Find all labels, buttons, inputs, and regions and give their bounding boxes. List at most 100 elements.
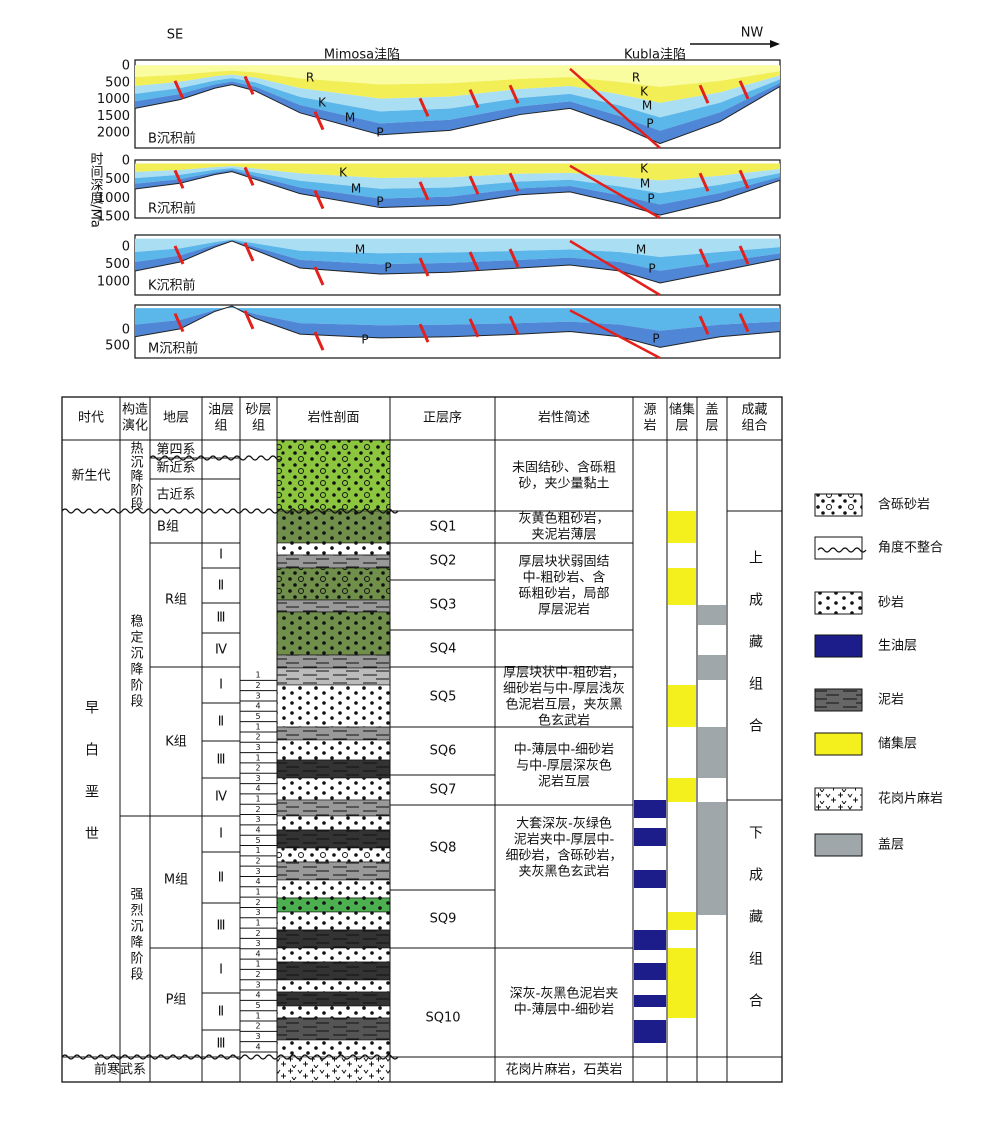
layer-label: P — [376, 195, 383, 209]
sag-label: Mimosa洼陷 — [324, 48, 400, 63]
layer-label: P — [376, 126, 383, 140]
lithology-pattern — [277, 600, 390, 612]
sequence: SQ2 — [430, 554, 457, 569]
sand-group: 5 — [255, 836, 260, 845]
layer-label: M — [636, 243, 646, 257]
strata-band — [135, 70, 780, 103]
depth-tick: 0 — [122, 154, 130, 169]
layer-label: K — [640, 162, 649, 176]
fault — [173, 245, 185, 265]
lithology-pattern — [277, 830, 390, 848]
fault — [243, 166, 255, 187]
sand-group: 1 — [255, 918, 260, 927]
seal — [698, 605, 726, 625]
lithology-pattern — [277, 848, 390, 862]
layer-label: M — [351, 182, 361, 196]
lithology-pattern — [277, 440, 390, 511]
fault — [738, 80, 750, 100]
description: 灰黄色粗砂岩， — [518, 511, 609, 527]
sequence: SQ9 — [430, 912, 457, 927]
layer-label: M — [345, 111, 355, 125]
sand-group: 2 — [255, 1022, 260, 1031]
source-rock — [634, 995, 666, 1007]
seal — [698, 655, 726, 680]
direction: SE — [167, 28, 183, 43]
lithology-pattern — [277, 862, 390, 880]
fault — [508, 84, 520, 104]
sand-group: 2 — [255, 970, 260, 979]
sand-group: 4 — [255, 991, 260, 1000]
oil-group: Ⅱ — [218, 871, 224, 886]
description: 细砂岩，含砾砂岩， — [505, 848, 622, 864]
lithology-pattern — [277, 1006, 390, 1018]
sand-group: 2 — [255, 764, 260, 773]
fault — [698, 315, 710, 335]
axis-label: 时间深度/Ma — [88, 152, 104, 228]
header-cell: 砂层 — [245, 403, 271, 418]
lithology-pattern — [277, 880, 390, 898]
description: 未固结砂、含砾粗 — [512, 460, 616, 476]
lithology-pattern — [277, 948, 390, 962]
lithology-pattern — [277, 816, 390, 830]
header-cell: 组 — [214, 419, 227, 434]
sequence: SQ6 — [430, 744, 457, 759]
header-cell: 盖 — [705, 403, 718, 418]
sand-group: 1 — [255, 753, 260, 762]
depth-tick: 1000 — [97, 275, 130, 290]
fault — [418, 323, 430, 343]
fault — [468, 318, 480, 338]
header-cell: 油层 — [208, 403, 234, 418]
fault — [698, 172, 710, 192]
reservoir — [668, 568, 696, 605]
fault — [569, 239, 661, 297]
sequence: SQ7 — [430, 783, 457, 798]
legend-label: 生油层 — [878, 639, 917, 654]
oil-group: Ⅰ — [219, 827, 223, 842]
lithology-pattern — [277, 992, 390, 1006]
fault — [698, 248, 710, 268]
lithology-pattern — [277, 612, 390, 655]
lithology-pattern — [277, 685, 390, 727]
arrow-head — [770, 40, 780, 48]
seal — [698, 727, 726, 778]
fault — [738, 312, 750, 333]
description: 泥岩互层 — [538, 775, 590, 790]
layer-label: P — [361, 333, 368, 347]
header-cell: 组 — [252, 419, 265, 434]
fault — [738, 245, 750, 265]
lithology-pattern — [277, 1018, 390, 1040]
tectonic-stage: 稳定沉降阶段 — [128, 613, 144, 710]
lithology-pattern — [277, 740, 390, 760]
source-rock — [634, 870, 666, 888]
description: 花岗片麻岩，石英岩 — [505, 1062, 622, 1078]
sand-group: 4 — [255, 949, 260, 958]
legend-swatch — [814, 536, 863, 560]
depth-tick: 1500 — [97, 209, 130, 224]
description: 细砂岩与中-厚层浅灰 — [503, 682, 625, 697]
fault — [173, 80, 185, 100]
sand-group: 1 — [255, 722, 260, 731]
header-cell: 构造 — [122, 403, 148, 418]
sag-label: Kubla洼陷 — [624, 48, 686, 63]
lithology-pattern — [277, 980, 390, 992]
formation: 古近系 — [156, 488, 195, 503]
layer-label: K — [640, 85, 649, 99]
lithology-pattern — [277, 898, 390, 912]
fault — [738, 169, 750, 189]
description: 砂，夹少量黏土 — [518, 476, 609, 492]
oil-group: Ⅰ — [219, 678, 223, 693]
oil-group: Ⅲ — [217, 1037, 226, 1052]
header-cell: 岩 — [643, 419, 656, 434]
header-cell: 储集 — [669, 402, 695, 418]
era: 新生代 — [71, 468, 110, 484]
era: 早白垩世 — [83, 700, 99, 868]
lithology-pattern — [277, 568, 390, 600]
fault — [243, 75, 255, 96]
unconformity — [61, 508, 399, 514]
header-cell: 地层 — [163, 411, 189, 426]
sand-group: 5 — [255, 712, 260, 721]
layer-label: K — [339, 166, 348, 180]
legend-label: 储集层 — [878, 736, 917, 752]
direction: NW — [741, 26, 764, 41]
source-rock — [634, 828, 666, 846]
